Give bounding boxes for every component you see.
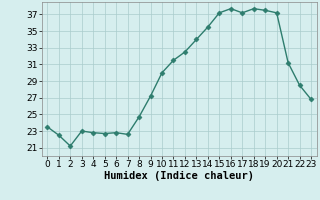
X-axis label: Humidex (Indice chaleur): Humidex (Indice chaleur)	[104, 171, 254, 181]
